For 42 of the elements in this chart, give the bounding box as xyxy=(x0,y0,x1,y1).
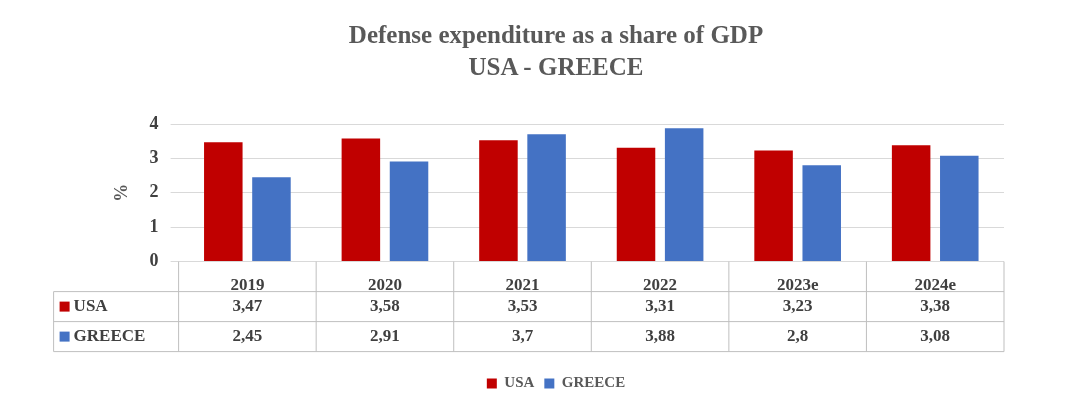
y-axis-title: % xyxy=(111,183,132,202)
x-tick-label: 2020 xyxy=(367,275,402,295)
data-label: 3,7 xyxy=(511,325,534,345)
bar xyxy=(664,128,704,262)
text: GREECE xyxy=(73,325,146,345)
bar xyxy=(802,165,841,262)
y-tick-label: 4 xyxy=(149,112,159,133)
chart-subtitle: USA - GREECE xyxy=(468,53,644,81)
y-tick-label: 0 xyxy=(149,250,159,271)
data-label: 3,53 xyxy=(507,295,538,315)
data-label: 3,38 xyxy=(920,295,951,315)
data-label: 3,31 xyxy=(645,295,675,315)
data-label: 2,45 xyxy=(232,325,263,345)
bar xyxy=(527,134,566,262)
y-tick-label: 2 xyxy=(149,181,159,202)
x-tick-label: 2019 xyxy=(230,275,265,295)
x-tick-label: 2024e xyxy=(914,275,957,295)
data-label: 3,08 xyxy=(920,325,951,345)
data-label: 3,88 xyxy=(645,325,675,345)
data-label: 3,47 xyxy=(232,295,263,315)
bar xyxy=(479,140,518,262)
bar xyxy=(204,142,243,262)
bar xyxy=(940,155,979,262)
x-tick-label: 2022 xyxy=(643,275,678,295)
data-label: 3,23 xyxy=(782,295,813,315)
bar xyxy=(341,138,381,262)
bar xyxy=(754,150,793,262)
bar xyxy=(616,147,656,262)
bar xyxy=(389,161,429,262)
text: USA xyxy=(504,374,535,391)
legend-label: USA xyxy=(73,295,109,315)
y-tick-label: 3 xyxy=(149,147,159,168)
y-tick-label: 1 xyxy=(149,215,159,236)
data-label: 2,8 xyxy=(787,325,809,345)
x-tick-label: 2023e xyxy=(776,275,819,295)
x-tick-label: 2021 xyxy=(505,275,540,295)
bar xyxy=(891,145,931,262)
data-label: 3,58 xyxy=(370,295,400,315)
data-label: 2,91 xyxy=(370,325,400,345)
chart-title: Defense expenditure as a share of GDP xyxy=(348,21,764,49)
bar xyxy=(252,177,291,262)
legend-label: GREECE xyxy=(561,374,626,391)
